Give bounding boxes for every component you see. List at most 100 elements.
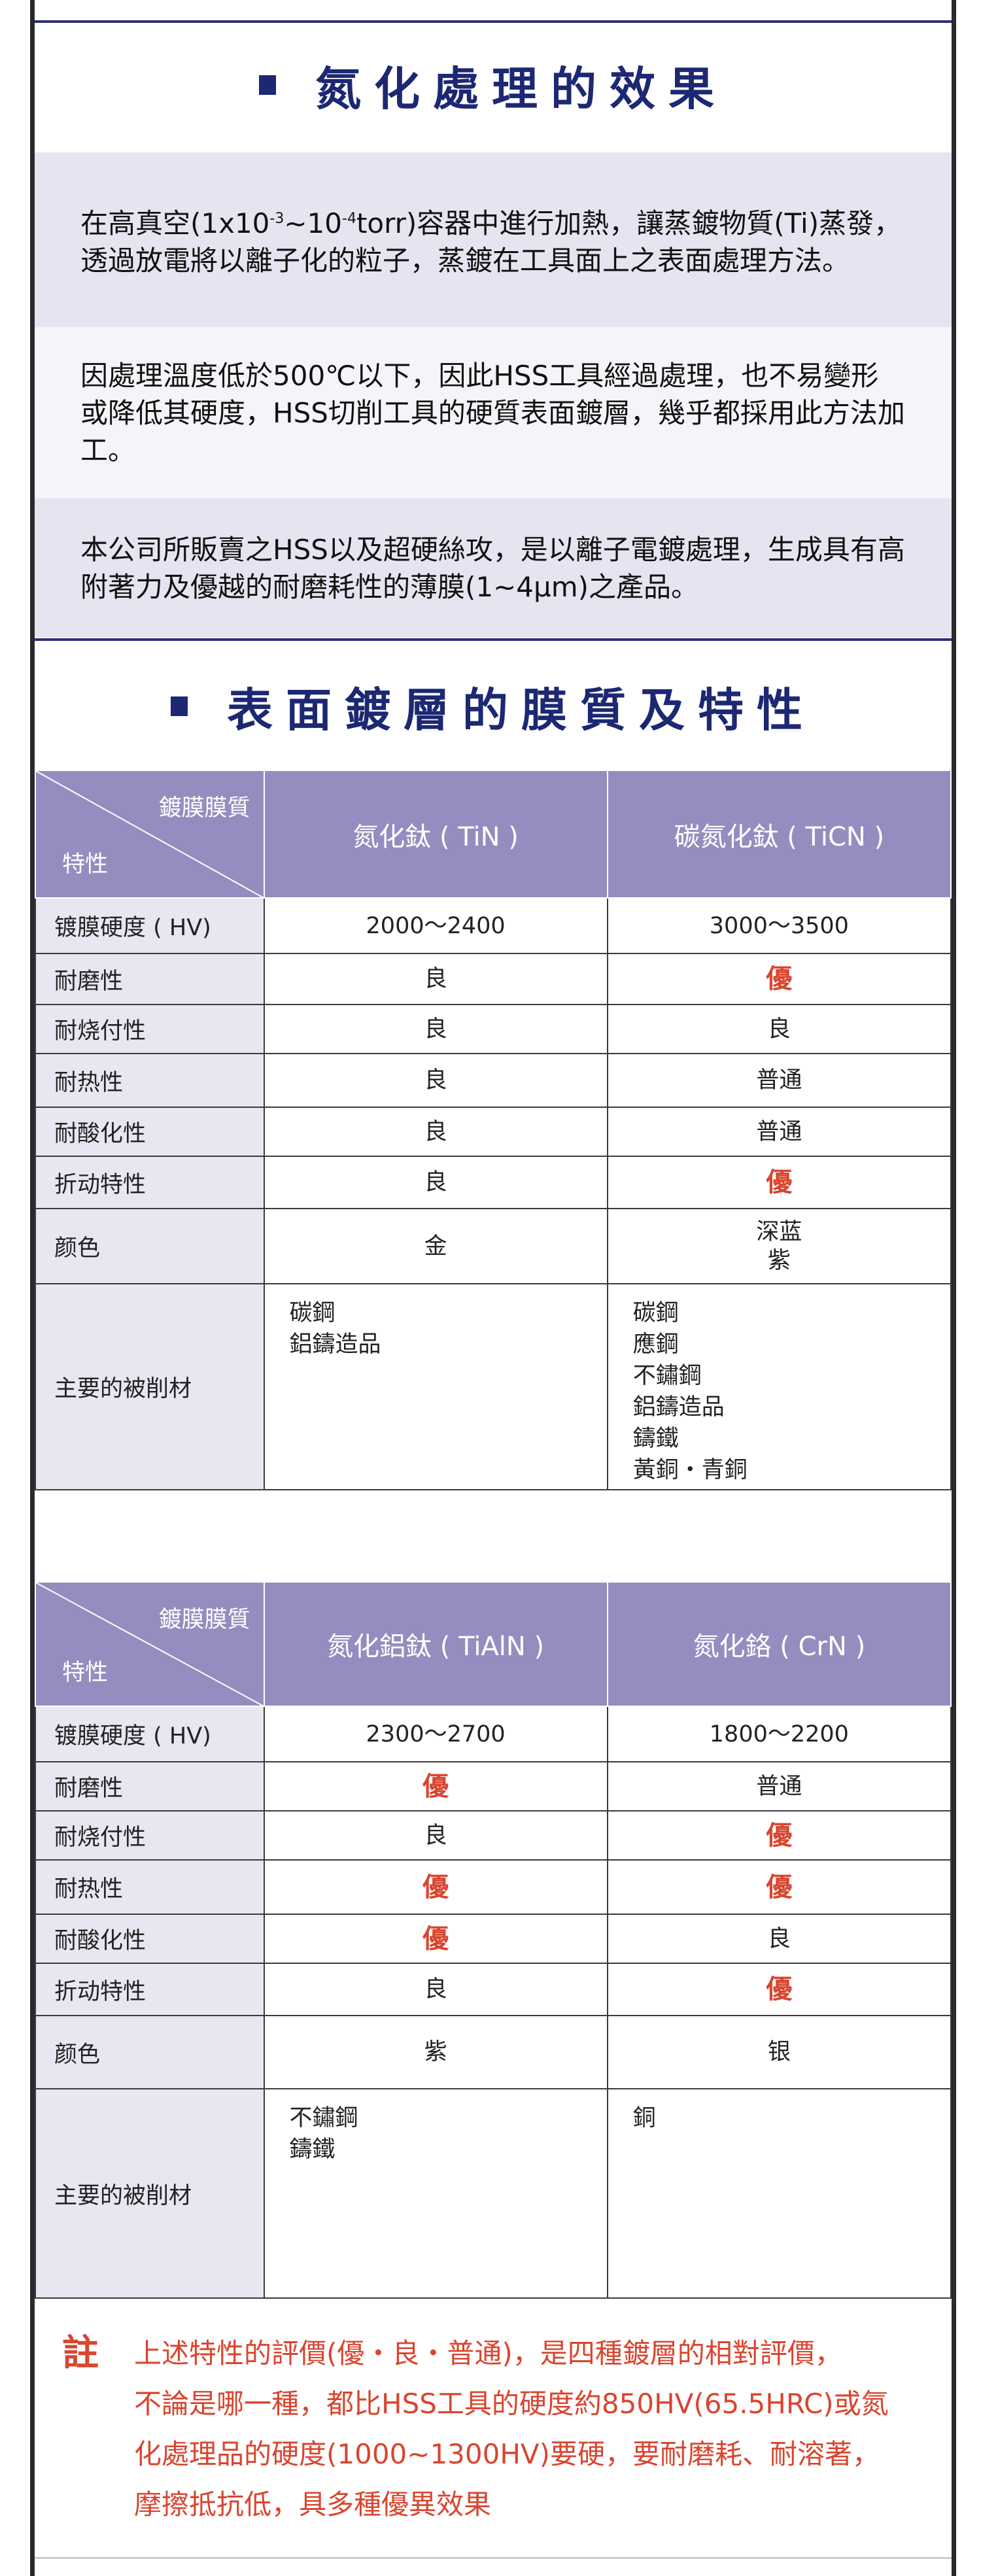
cell-value: 普通 (606, 1761, 952, 1812)
header-property: 特性 (62, 1660, 109, 1686)
material-item: 不鏽鋼 (289, 2105, 358, 2131)
header-corner: 鍍膜膜質特性 (35, 770, 265, 899)
cell-value: 2300〜2700 (263, 1706, 608, 1762)
material-item: 應鋼 (632, 1331, 679, 1358)
cell-value: 1800〜2200 (606, 1706, 952, 1762)
row-label: 主要的被削材 (35, 2088, 265, 2299)
paragraph-2: 因處理溫度低於500℃以下，因此HSS工具經過處理，也不易變形或降低其硬度，HS… (35, 327, 952, 498)
table-row: 耐酸化性良普通 (35, 1107, 952, 1157)
materials-cell: 碳鋼 應鋼 不鏽鋼 鋁鑄造品 鑄鐵 黃銅・青銅 (606, 1283, 952, 1490)
table-row: 耐热性優優 (35, 1859, 952, 1915)
materials-cell: 不鏽鋼 鑄鐵 (263, 2088, 608, 2299)
note-line: 上述特性的評價(優・良・普通)，是四種鍍層的相對評價， (134, 2337, 842, 2369)
row-label: 耐热性 (35, 1053, 265, 1108)
table-row: 主要的被削材 不鏽鋼 鑄鐵銅 (35, 2088, 952, 2299)
p1-text: torr)容器中進行加熱，讓蒸鍍物質(Ti)蒸發，透過放電將以離子化的粒子，蒸鍍… (80, 207, 902, 277)
paragraph-3: 本公司所販賣之HSS以及超硬絲攻，是以離子電鍍處理，生成具有高附著力及優越的耐磨… (35, 498, 952, 638)
note-mark: 註 (62, 2332, 99, 2375)
cell-value: 银 (606, 2015, 952, 2089)
table-row: 耐酸化性優良 (35, 1914, 952, 1964)
row-label: 镀膜硬度 ( HV) (35, 897, 265, 954)
note-line: 化處理品的硬度(1000~1300HV)要硬，要耐磨耗、耐溶著， (134, 2438, 880, 2470)
cell-value: 優 (606, 953, 952, 1005)
square-bullet-icon (259, 75, 276, 95)
cell-value: 普通 (606, 1053, 952, 1108)
cell-value: 金 (263, 1208, 608, 1284)
column-header: 碳氮化鈦 ( TiCN ) (606, 770, 952, 899)
row-label: 耐磨性 (35, 953, 265, 1005)
cell-value: 優 (263, 1761, 608, 1812)
table-row: 镀膜硬度 ( HV) 2300〜2700 1800〜2200 (35, 1706, 952, 1762)
table-row: 折动特性良優 (35, 1963, 952, 2016)
p3-text: 本公司所販賣之HSS以及超硬絲攻，是以離子電鍍處理，生成具有高附著力及優越的耐磨… (80, 533, 905, 603)
material-item: 不鏽鋼 (632, 1363, 702, 1389)
header-coating: 鍍膜膜質 (158, 795, 250, 821)
table-row: 耐烧付性良優 (35, 1810, 952, 1861)
coating-table-2: 鍍膜膜質 特性 氮化鋁鈦 ( TiAlN ) 氮化鉻 ( CrN ) 镀膜硬度 ( HV… (35, 1581, 952, 2299)
material-item: 鑄鐵 (632, 1426, 679, 1452)
material-item: 碳鋼 (289, 1300, 336, 1326)
square-bullet-icon (171, 696, 188, 716)
note-line: 不論是哪一種，都比HSS工具的硬度約850HV(65.5HRC)或氮 (134, 2388, 889, 2420)
cell-value: 2000〜2400 (263, 897, 608, 954)
title-text: 表面鍍層的膜質及特性 (227, 683, 816, 737)
cell-value: 良 (606, 1914, 952, 1964)
header-property: 特性 (62, 851, 109, 878)
cell-value: 優 (606, 1156, 952, 1209)
row-label: 耐酸化性 (35, 1107, 265, 1157)
row-label: 耐热性 (35, 1859, 265, 1915)
note-line: 摩擦抵抗低，具多種優異效果 (134, 2488, 492, 2520)
cell-value: 良 (263, 1004, 608, 1054)
note: 註 上述特性的評價(優・良・普通)，是四種鍍層的相對評價， 不論是哪一種，都比H… (62, 2328, 925, 2530)
material-item: 銅 (632, 2105, 656, 2131)
divider (35, 638, 952, 641)
divider (35, 2557, 952, 2559)
material-item: 碳鋼 (632, 1300, 679, 1326)
cell-value: 優 (263, 1914, 608, 1964)
row-label: 耐烧付性 (35, 1810, 265, 1861)
cell-value: 優 (606, 1859, 952, 1915)
divider (35, 20, 952, 23)
column-header: 氮化鉻 ( CrN ) (606, 1581, 952, 1707)
p1-sup: -3 (269, 211, 284, 227)
row-label: 颜色 (35, 1208, 265, 1284)
row-label: 耐磨性 (35, 1761, 265, 1812)
diagonal-line (36, 1583, 265, 1707)
cell-value: 深蓝 紫 (606, 1208, 952, 1284)
cell-value: 優 (606, 1810, 952, 1861)
material-item: 黃銅・青銅 (632, 1457, 748, 1483)
table-row: 主要的被削材 碳鋼 鋁鑄造品 碳鋼 應鋼 不鏽鋼 鋁鑄造品 鑄鐵 黃銅・青銅 (35, 1283, 952, 1490)
row-label: 颜色 (35, 2015, 265, 2089)
row-label: 折动特性 (35, 1156, 265, 1209)
table-row: 耐热性良普通 (35, 1053, 952, 1108)
section-title-nitriding: 氮化處理的效果 (35, 56, 952, 116)
material-item: 鋁鑄造品 (289, 1331, 381, 1358)
materials-cell: 碳鋼 鋁鑄造品 (263, 1283, 608, 1490)
header-coating: 鍍膜膜質 (158, 1607, 250, 1633)
p2-text: 因處理溫度低於500℃以下，因此HSS工具經過處理，也不易變形或降低其硬度，HS… (80, 359, 905, 466)
row-label: 折动特性 (35, 1963, 265, 2016)
row-label: 耐烧付性 (35, 1004, 265, 1054)
row-label: 主要的被削材 (35, 1283, 265, 1490)
header-corner: 鍍膜膜質特性 (35, 1581, 265, 1707)
cell-value: 優 (606, 1963, 952, 2016)
p1-text: 在高真空(1x10 (80, 207, 270, 239)
cell-value: 良 (263, 953, 608, 1005)
section-title-coating: 表面鍍層的膜質及特性 (35, 677, 952, 737)
table-row: 耐烧付性良良 (35, 1004, 952, 1054)
paragraph-1: 在高真空(1x10-3~10-4torr)容器中進行加熱，讓蒸鍍物質(Ti)蒸發… (35, 152, 952, 327)
p1-sup: -4 (342, 211, 356, 227)
row-label: 耐酸化性 (35, 1914, 265, 1964)
cell-value: 普通 (606, 1107, 952, 1157)
page-frame (30, 0, 956, 2576)
cell-value: 3000〜3500 (606, 897, 952, 954)
table-row: 耐磨性良優 (35, 953, 952, 1005)
diagonal-line (36, 771, 265, 899)
table-row: 镀膜硬度 ( HV) 2000〜2400 3000〜3500 (35, 897, 952, 954)
p1-text: ~10 (284, 207, 342, 239)
cell-value: 良 (606, 1004, 952, 1054)
table-row: 耐磨性優普通 (35, 1761, 952, 1812)
table-row: 颜色金深蓝 紫 (35, 1208, 952, 1284)
materials-cell: 銅 (606, 2088, 952, 2299)
table-row: 颜色紫银 (35, 2015, 952, 2089)
